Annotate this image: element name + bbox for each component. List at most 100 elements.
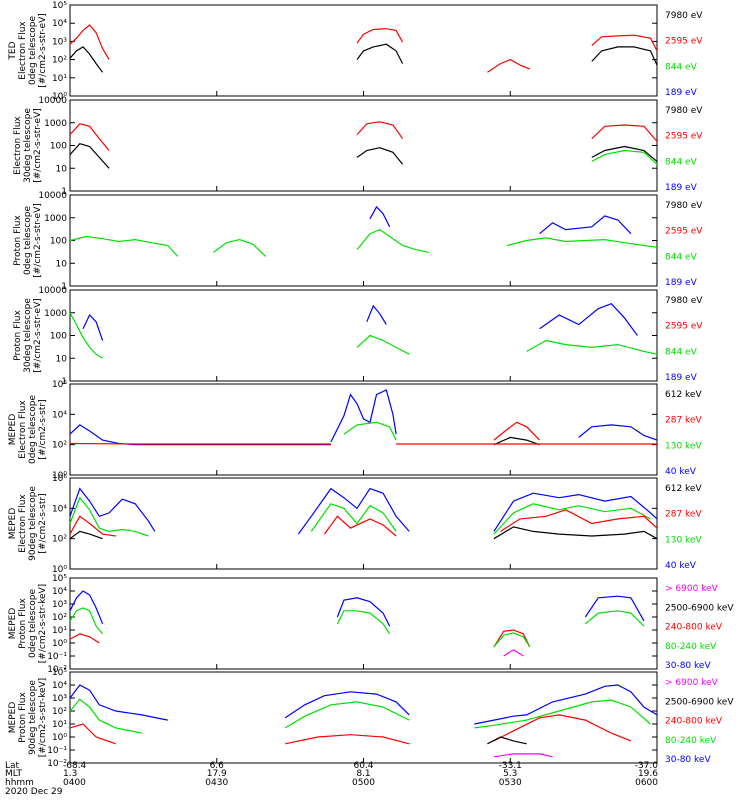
series-line (69, 312, 103, 359)
series-line (493, 632, 531, 648)
legend-entry: 2500-6900 keV (665, 697, 734, 707)
y-tick-label: 10000 (38, 191, 67, 201)
y-axis-label: MEPEDElectron Flux90deg telescope[#/cm2-… (8, 486, 48, 561)
legend-entry: 240-800 keV (665, 717, 723, 727)
legend-entry: 80-240 keV (665, 642, 717, 652)
y-tick-label: 10⁻¹ (47, 746, 67, 756)
legend-entry: 80-240 keV (665, 736, 717, 746)
footer-mlt: 19.6 (638, 769, 658, 779)
series-line (69, 123, 110, 151)
series-line (591, 149, 658, 165)
y-tick-label: 10² (52, 56, 67, 66)
footer-row-label: Lat (5, 761, 20, 771)
series-line (69, 442, 331, 445)
y-tick-label: 10000 (38, 286, 67, 296)
y-tick-label: 10¹ (52, 626, 67, 636)
y-tick-label: 100 (50, 237, 67, 247)
series-line (69, 515, 116, 537)
footer-lat: 6.6 (210, 761, 225, 771)
legend-entry: 844 eV (665, 347, 698, 357)
legend-entry: 612 keV (665, 390, 702, 400)
series-line (310, 503, 397, 532)
y-axis-label-line: Electron Flux (18, 494, 28, 553)
series-line (500, 509, 658, 532)
y-tick-label: 10⁴ (52, 504, 67, 514)
footer-row-label: 2020 Dec 29 (5, 787, 63, 797)
y-tick-label: 10000 (38, 96, 67, 106)
y-axis-label-line: Proton Flux (18, 598, 28, 649)
y-tick-label: 10² (52, 707, 67, 717)
footer-mlt: 1.3 (63, 769, 77, 779)
y-axis-label-line: [#/cm2-s-str-eV] (38, 13, 48, 88)
series-line (69, 235, 179, 257)
series-line (82, 313, 104, 341)
series-line (69, 633, 100, 644)
series-line (369, 205, 391, 228)
footer-lat: 60.4 (353, 761, 373, 771)
legend-entry: 189 eV (665, 278, 698, 288)
legend-entry: 130 keV (665, 441, 702, 451)
series-line (69, 46, 104, 73)
legend-entry: 7980 eV (665, 106, 703, 116)
series-line (493, 753, 553, 758)
y-tick-label: 10³ (52, 600, 67, 610)
series-line (284, 701, 410, 729)
legend-entry: 2595 eV (665, 227, 703, 237)
series-line (336, 597, 391, 627)
y-tick-label: 10 (56, 354, 68, 364)
series-line (591, 46, 658, 66)
y-axis-label-line: [#/cm2-s-str-eV] (33, 298, 43, 373)
panel-frame (69, 99, 658, 192)
legend-entry: 2595 eV (665, 132, 703, 142)
series-line (69, 590, 104, 625)
y-axis-label-line: [#/cm2-s-str-eV] (33, 108, 43, 183)
series-line (539, 302, 638, 336)
legend-entry: 189 eV (665, 373, 698, 383)
series-line (213, 238, 267, 257)
series-line (343, 421, 397, 441)
y-axis-label-line: 0deg telescope (28, 589, 38, 659)
footer-lat: -68.4 (63, 761, 87, 771)
y-axis-label-line: 90deg telescope (28, 486, 38, 561)
y-tick-label: 1 (61, 187, 67, 197)
series-line (487, 58, 531, 73)
y-tick-label: 1000 (44, 309, 67, 319)
y-tick-label: 10² (52, 535, 67, 545)
series-line (591, 145, 658, 162)
y-axis-label: MEPEDProton Flux90deg telescope[#/cm2-s-… (8, 678, 48, 757)
y-axis-label-line: 30deg telescope (23, 108, 33, 183)
series-line (356, 228, 429, 253)
y-tick-label: 10⁻² (47, 759, 67, 769)
series-line (336, 610, 391, 635)
panel-2: 1 10 100 1000 10000 Electron Flux30deg telesc… (13, 96, 703, 197)
y-axis-label: MEPEDElectron Flux0deg telescope[#/cm2-s… (8, 395, 48, 465)
legend-entry: 2595 eV (665, 37, 703, 47)
footer-hhmm: 0530 (499, 778, 522, 788)
legend-entry: 287 keV (665, 416, 702, 426)
series-line (493, 629, 531, 648)
legend-entry: 844 eV (665, 62, 698, 72)
series-line (493, 526, 658, 540)
series-line (474, 699, 651, 729)
panel-8: 10⁻² 10⁻¹ 10⁰ 10¹ 10² 10³ 10⁴ 10⁵ MEPEDProton Fl… (8, 668, 734, 769)
series-line (474, 684, 658, 725)
panel-frame (69, 477, 658, 570)
y-axis-label: Proton Flux0deg telescope[#/cm2-s-str-eV… (13, 203, 43, 278)
y-axis-label-line: [#/cm2-s-str] (38, 399, 48, 459)
y-axis-label-line: Electron Flux (13, 116, 23, 175)
y-axis-label: Electron Flux30deg telescope[#/cm2-s-str… (13, 108, 43, 183)
series-line (493, 421, 541, 441)
footer-hhmm: 0500 (352, 778, 375, 788)
series-line (69, 723, 116, 745)
y-axis-label-line: 30deg telescope (23, 298, 33, 373)
y-axis-label-line: Proton Flux (18, 692, 28, 743)
y-tick-label: 10¹ (52, 720, 67, 730)
series-line (69, 487, 156, 532)
y-axis-label-line: 90deg telescope (28, 680, 38, 755)
y-tick-label: 10³ (52, 37, 67, 47)
panel-7: 10⁻² 10⁻¹ 10⁰ 10¹ 10² 10³ 10⁴ 10⁵ MEPEDProton Fl… (8, 574, 734, 675)
legend-entry: 7980 eV (665, 201, 703, 211)
panel-1: 10⁰ 10¹ 10² 10³ 10⁴ 10⁵ TEDElectron Flux0deg t… (8, 1, 703, 102)
footer-hhmm: 0430 (205, 778, 228, 788)
